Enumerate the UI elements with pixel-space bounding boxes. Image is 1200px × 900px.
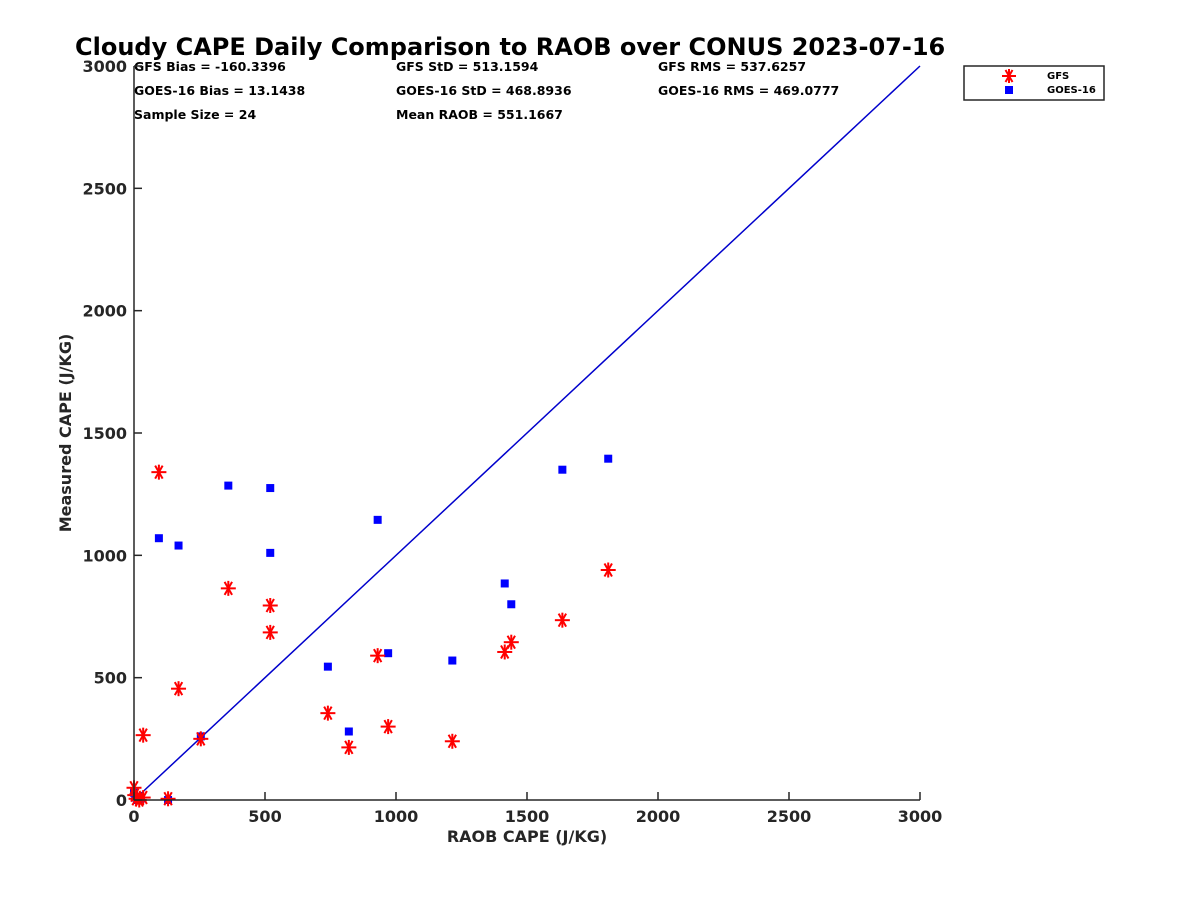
y-tick-label: 2500 (82, 179, 127, 198)
y-axis-label: Measured CAPE (J/KG) (56, 334, 75, 533)
stat-text: GFS Bias = -160.3396 (134, 59, 286, 74)
stat-text: GOES-16 StD = 468.8936 (396, 83, 572, 98)
goes16-point (154, 534, 163, 543)
gfs-point (341, 739, 357, 755)
goes16-point (174, 541, 183, 550)
gfs-point (380, 719, 396, 735)
gfs-point (600, 562, 616, 578)
x-axis-label: RAOB CAPE (J/KG) (447, 827, 607, 846)
gfs-point (554, 612, 570, 628)
stat-text: Mean RAOB = 551.1667 (396, 107, 563, 122)
y-tick-label: 1000 (82, 546, 127, 565)
x-tick-label: 3000 (898, 807, 943, 826)
legend-box (963, 65, 1105, 101)
legend-goes16-marker (1005, 86, 1013, 94)
gfs-point (193, 731, 209, 747)
stat-text: GFS StD = 513.1594 (396, 59, 539, 74)
stat-text: Sample Size = 24 (134, 107, 256, 122)
x-tick-label: 1000 (374, 807, 419, 826)
goes16-point (500, 579, 509, 588)
gfs-point (160, 791, 176, 807)
stat-text: GFS RMS = 537.6257 (658, 59, 806, 74)
goes16-point (224, 481, 233, 490)
goes16-point (558, 465, 567, 474)
goes16-point (384, 649, 393, 658)
chart-title: Cloudy CAPE Daily Comparison to RAOB ove… (75, 33, 945, 61)
stat-text: GOES-16 Bias = 13.1438 (134, 83, 305, 98)
x-tick-label: 1500 (505, 807, 550, 826)
gfs-point (370, 648, 386, 664)
identity-line (133, 65, 921, 801)
x-tick-label: 0 (128, 807, 139, 826)
goes16-point (507, 600, 516, 609)
data-points (126, 454, 616, 808)
gfs-point (135, 790, 151, 806)
gfs-point (503, 634, 519, 650)
goes16-point (266, 548, 275, 557)
goes16-point (373, 515, 382, 524)
y-tick-label: 3000 (82, 57, 127, 76)
goes16-point (323, 662, 332, 671)
gfs-point (497, 644, 513, 660)
legend-gfs-asterisk (1002, 69, 1016, 83)
legend-goes16-label: GOES-16 (1047, 85, 1096, 96)
gfs-point (151, 464, 167, 480)
gfs-point (135, 727, 151, 743)
x-tick-label: 2000 (636, 807, 681, 826)
x-axis-ticks: 0 500 1000 1500 2000 2500 3000 (128, 792, 942, 826)
goes16-point (604, 454, 613, 463)
gfs-point (262, 624, 278, 640)
legend-gfs-label: GFS (1047, 71, 1069, 82)
stat-text: GOES-16 RMS = 469.0777 (658, 83, 839, 98)
goes16-point (448, 656, 457, 665)
legend: GFS GOES-16 (963, 65, 1105, 101)
y-tick-label: 0 (116, 791, 127, 810)
stats-block: GFS Bias = -160.3396 GFS StD = 513.1594 GF… (134, 59, 839, 122)
legend-goes16-square (1005, 86, 1013, 94)
x-tick-label: 500 (248, 807, 281, 826)
gfs-point (262, 597, 278, 613)
y-axis-ticks: 0 500 1000 1500 2000 2500 3000 (82, 57, 142, 810)
goes16-point (344, 727, 353, 736)
y-tick-label: 1500 (82, 424, 127, 443)
gfs-point (171, 681, 187, 697)
gfs-point (220, 580, 236, 596)
y-tick-label: 500 (94, 669, 127, 688)
x-tick-label: 2500 (767, 807, 812, 826)
gfs-point (444, 733, 460, 749)
gfs-point (320, 705, 336, 721)
goes16-point (266, 484, 275, 493)
y-tick-label: 2000 (82, 302, 127, 321)
legend-gfs-marker (1002, 69, 1016, 83)
